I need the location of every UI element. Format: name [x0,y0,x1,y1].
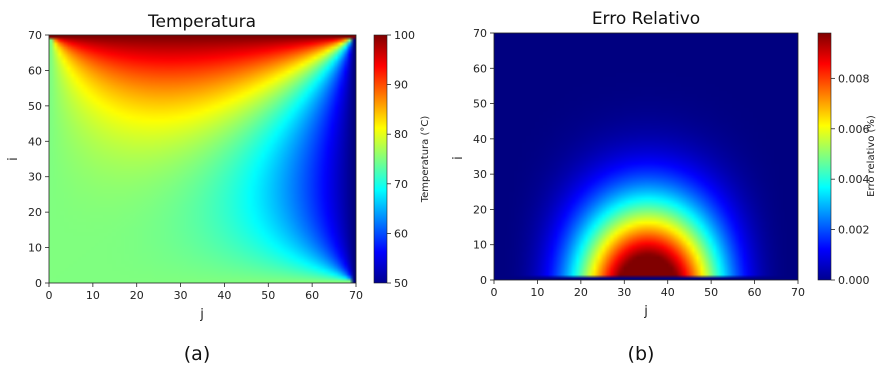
panel-b-ylabel: i [451,156,466,160]
y-tick-label: 60 [28,64,42,77]
y-tick-label: 50 [473,98,487,111]
x-tick-label: 0 [46,289,53,302]
y-tick-label: 70 [473,27,487,40]
y-tick-label: 20 [28,206,42,219]
x-tick-label: 60 [305,289,319,302]
panel-a-colorbar [373,34,388,284]
x-tick-label: 40 [217,289,231,302]
x-tick-label: 30 [617,286,631,299]
panel-b-colorbar-ticks: 0.000 0.002 0.004 0.006 0.008 [831,72,870,287]
panel-b-colorbar [817,32,832,281]
colorbar-tick-label: 100 [394,29,415,42]
panel-b-axes: 0 10 20 30 40 50 60 70 0 10 20 30 40 50 60 70 [473,27,805,299]
colorbar-tick-label: 60 [394,227,408,240]
panel-a-colorbar-label: Temperatura (°C) [420,116,431,204]
colorbar-tick-label: 0.008 [838,72,870,85]
x-tick-label: 20 [574,286,588,299]
y-tick-label: 10 [28,242,42,255]
panel-a-xlabel: j [199,307,204,322]
x-tick-label: 10 [530,286,544,299]
x-tick-label: 40 [661,286,675,299]
colorbar-tick-label: 0.006 [838,123,870,136]
panel-b-heatmap [494,33,798,280]
colorbar-tick-label: 0.002 [838,224,870,237]
x-tick-label: 20 [130,289,144,302]
colorbar-tick-label: 50 [394,277,408,290]
panel-a-axes: 0 10 20 30 40 50 60 70 0 10 20 30 40 50 60 70 [28,29,363,302]
x-tick-label: 50 [704,286,718,299]
y-tick-label: 20 [473,203,487,216]
panel-b-colorbar-label: Erro relativo (%) [866,115,877,197]
colorbar-tick-label: 70 [394,178,408,191]
y-tick-label: 30 [473,168,487,181]
panel-a-caption: (a) [184,343,210,365]
x-tick-label: 60 [748,286,762,299]
panel-a-frame [48,34,357,284]
y-tick-label: 50 [28,100,42,113]
colorbar-tick-label: 0.004 [838,173,870,186]
y-tick-label: 0 [35,277,42,290]
panel-b: Erro Relativo 0 10 20 30 40 50 60 70 0 10 20 30 40 50… [451,9,877,365]
panel-b-xlabel: j [643,304,648,319]
x-tick-label: 30 [174,289,188,302]
x-tick-label: 70 [349,289,363,302]
panel-b-title: Erro Relativo [592,9,700,29]
panel-a-colorbar-ticks: 50 60 70 80 90 100 [387,29,415,290]
colorbar-tick-label: 0.000 [838,274,870,287]
panel-a-heatmap [49,35,356,283]
y-tick-label: 60 [473,62,487,75]
colorbar-tick-label: 80 [394,128,408,141]
x-tick-label: 70 [791,286,805,299]
x-tick-label: 0 [491,286,498,299]
panel-a-title: Temperatura [147,12,256,32]
x-tick-label: 10 [86,289,100,302]
y-tick-label: 40 [473,133,487,146]
y-tick-label: 70 [28,29,42,42]
panel-a-ylabel: i [6,157,21,161]
x-tick-label: 50 [261,289,275,302]
y-tick-label: 30 [28,171,42,184]
y-tick-label: 0 [480,274,487,287]
panel-b-frame [493,32,799,281]
y-tick-label: 10 [473,239,487,252]
colorbar-tick-label: 90 [394,79,408,92]
y-tick-label: 40 [28,135,42,148]
panel-a: Temperatura 0 10 20 30 40 50 60 70 0 10 20 30 40 50 60… [6,12,431,365]
panel-b-caption: (b) [628,343,655,365]
